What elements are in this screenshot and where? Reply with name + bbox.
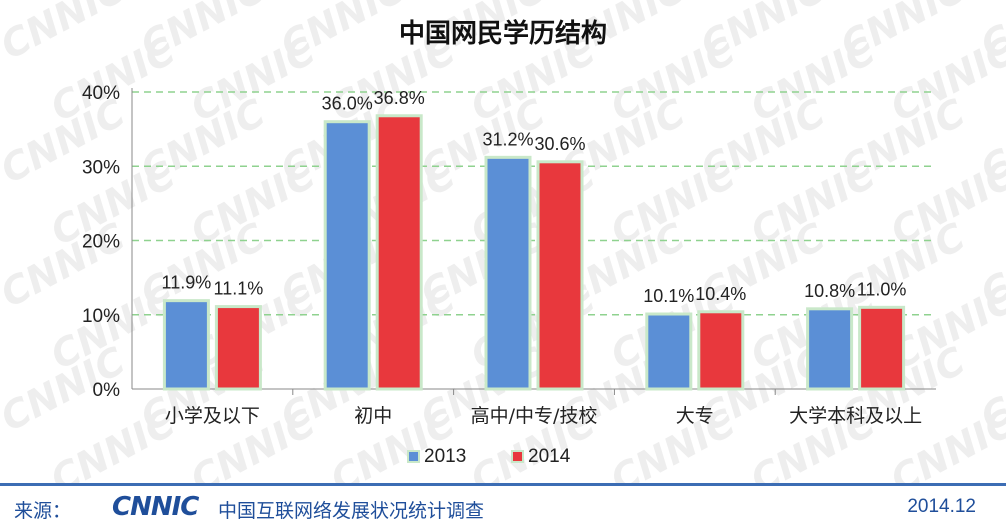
data-label: 30.6% [534, 134, 585, 154]
data-label: 10.4% [695, 284, 746, 304]
legend-label: 2013 [424, 446, 466, 467]
footer-divider [0, 483, 1006, 486]
bar-2014 [858, 305, 906, 391]
bar-2013 [806, 307, 854, 391]
data-label: 36.0% [322, 94, 373, 114]
bar-2013 [484, 155, 532, 391]
data-label: 31.2% [482, 129, 533, 149]
cnnic-logo: CNNIC [112, 492, 199, 522]
data-label: 11.0% [857, 279, 907, 299]
y-tick-label: 30% [82, 157, 120, 178]
category-label: 大专 [676, 405, 714, 427]
survey-name: 中国互联网络发展状况统计调查 [218, 500, 485, 522]
source-label: 来源： [14, 500, 72, 522]
data-label: 11.1% [214, 279, 264, 299]
chart-title: 中国网民学历结构 [399, 18, 607, 49]
data-label: 36.8% [374, 88, 425, 108]
legend-swatch-2014 [511, 450, 524, 463]
bar-2013 [323, 120, 371, 391]
legend-label: 2014 [528, 446, 571, 467]
chart: CNNIC CNNIC CNNIC CNNIC CNNIC CNNIC CNNIC CNNIC… [0, 0, 1006, 483]
category-label: 高中/中专/技校 [471, 405, 598, 427]
footer: 来源： CNNIC 中国互联网络发展状况统计调查 2014.12 [0, 490, 1006, 526]
y-tick-label: 20% [82, 232, 120, 253]
data-label: 10.8% [804, 281, 855, 301]
bar-2013 [162, 299, 210, 391]
bar-2014 [214, 305, 262, 391]
data-label: 10.1% [643, 286, 694, 306]
legend-swatch-2013 [407, 450, 420, 463]
bar-2014 [697, 310, 745, 391]
category-label: 小学及以下 [165, 405, 260, 427]
category-label: 初中 [354, 405, 392, 427]
footer-date: 2014.12 [907, 496, 976, 517]
bar-2013 [645, 312, 693, 391]
bar-2014 [536, 160, 584, 391]
bar-2014 [375, 114, 423, 391]
y-tick-label: 0% [93, 380, 121, 401]
y-tick-label: 40% [82, 83, 120, 104]
data-label: 11.9% [162, 273, 212, 293]
y-tick-label: 10% [82, 306, 120, 327]
category-label: 大学本科及以上 [789, 405, 922, 427]
